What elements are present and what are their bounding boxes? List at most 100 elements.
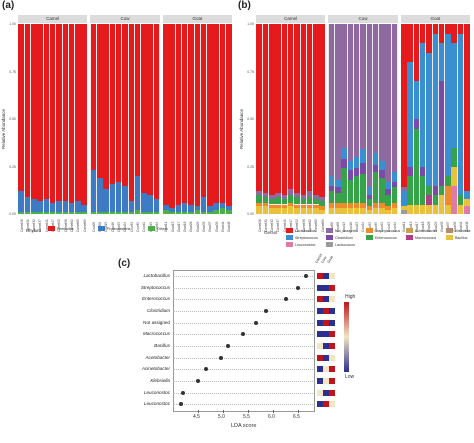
panel_a-bar-segment-proteobacteria: [75, 200, 81, 213]
lda-feature-label: Lactobacillus: [143, 272, 170, 278]
panel_a-bar-segment-others: [194, 210, 201, 214]
panel_b-bar-segment-clostridium: [413, 119, 420, 129]
panel_a-bar-segment-others: [31, 212, 37, 214]
panel_b-bar-segment-clostridium: [366, 195, 373, 199]
lda-point: [263, 308, 268, 313]
lda-gridline: [173, 299, 313, 301]
panel_b-bar-segment-clostridium: [341, 158, 347, 169]
panel_a-bar-segment-firmicutes: [181, 24, 188, 203]
lda-gridline: [173, 322, 313, 324]
heatmap-cell: [317, 354, 323, 361]
panel_b-bar-segment-bacillus: [372, 208, 379, 214]
panel_b-bar-segment-staphylococcus: [281, 204, 288, 209]
panel_b-bar-segment-enterococcus: [300, 198, 307, 205]
panel_a-bar-segment-proteobacteria: [18, 191, 24, 213]
panel_b-bar-segment-staphylococcus: [385, 206, 391, 211]
panel_b-bar-segment-bacillus: [281, 208, 288, 214]
panel_a-ytick: 0.25: [9, 164, 16, 169]
panel_a-bar-segment-others: [163, 210, 169, 214]
panel_b-bar-segment-bacillus: [360, 208, 366, 214]
panel_b-bar-segment-lactobacillus: [275, 24, 281, 194]
panel_b-bar-segment-bacillus: [451, 166, 457, 186]
panel_b-bar-segment-staphylococcus: [391, 202, 398, 209]
panel_b-bar-segment-lactobacillus: [401, 24, 407, 188]
panel-label-b: (b): [238, 0, 251, 11]
panel_a-bar-segment-firmicutes: [213, 24, 219, 203]
heatmap-cell: [329, 307, 335, 314]
panel_b-bar-segment-not-assigned: [313, 195, 319, 199]
heatmap-cell: [323, 272, 329, 279]
panel_a-bar-segment-proteobacteria: [56, 200, 62, 213]
panel_b-bar-segment-streptococcus: [445, 33, 451, 176]
panel_a-bar-segment-proteobacteria: [188, 204, 194, 213]
panel_b-sample-label: Goat33: [440, 221, 445, 232]
panel_a-facet-strip-cow: Cow: [90, 15, 160, 23]
panel_a-bar-segment-proteobacteria: [134, 176, 141, 211]
panel_a-bar-segment-firmicutes: [103, 24, 109, 190]
panel_b-bar-segment-staphylococcus: [372, 202, 379, 209]
panel_b-bar-segment-enterococcus: [347, 179, 354, 203]
panel_b-bar-segment-not-assigned: [262, 193, 269, 197]
panel_a-bar-segment-firmicutes: [109, 24, 116, 184]
panel_b-bar-segment-enterococcus: [262, 196, 269, 203]
heatmap-cell: [323, 342, 329, 349]
panel_a-bar-segment-firmicutes: [175, 24, 182, 205]
panel_b-bar-segment-streptococcus: [347, 160, 354, 171]
panel_b-bar-segment-bacillus: [385, 210, 391, 214]
panel_a-bar-segment-firmicutes: [62, 24, 69, 201]
panel_b-bar-segment-bacillus: [407, 204, 413, 214]
panel_a-bar-segment-proteobacteria: [103, 189, 109, 213]
panel_b-bar-segment-clostridium: [328, 185, 335, 192]
panel_a-legend-item: Proteobacteria: [98, 226, 130, 231]
panel_b-bar-segment-streptococcus: [407, 62, 413, 167]
panel_a-bar-segment-firmicutes: [68, 24, 75, 203]
panel_b-bar-segment-not-assigned: [319, 196, 325, 201]
panel_a-bar-segment-proteobacteria: [169, 208, 175, 213]
panel_b-bar-segment-staphylococcus: [353, 202, 360, 209]
panel_b-bar-segment-streptococcus: [360, 149, 366, 163]
panel_a-bar-segment-firmicutes: [147, 24, 153, 195]
panel_a-bar-segment-firmicutes: [97, 24, 103, 178]
panel_b-bar-segment-bacillus: [328, 208, 335, 214]
panel_b-bar-segment-lactobacillus: [306, 24, 313, 192]
panel_b-bar-segment-enterococcus: [281, 198, 288, 205]
panel_b-bar-segment-lactobacillus: [419, 24, 426, 43]
panel_a-sample-label: Cow39: [136, 222, 140, 232]
lda-feature-label: Enterococcus: [142, 296, 170, 302]
heatmap-cell: [323, 319, 329, 326]
panel_a-bar-segment-others: [43, 212, 50, 214]
panel_b-bar-segment-lactobacillus: [281, 24, 288, 195]
panel_a-bar-segment-firmicutes: [226, 24, 232, 207]
panel_a-bar-segment-proteobacteria: [207, 206, 213, 213]
panel_a-bar-segment-firmicutes: [18, 24, 24, 192]
lda-feature-label: Leuconostoc: [143, 389, 170, 395]
panel_b-bar-segment-enterococcus: [385, 195, 391, 207]
lda-xtick-mark: [223, 410, 224, 413]
panel_b-legend-item: Bacillus: [446, 235, 467, 240]
panel_b-bar-segment-enterococcus: [319, 200, 325, 207]
panel_a-ytick: 0.75: [9, 69, 16, 74]
panel_b-legend-swatch: [286, 228, 293, 233]
lda-xtick-mark: [298, 410, 299, 413]
panel_b-bar-segment-not-assigned: [300, 195, 307, 199]
heatmap-cell: [329, 284, 335, 291]
colorbar: [344, 302, 349, 372]
lda-point: [226, 343, 230, 348]
panel_b-legend-swatch: [406, 228, 413, 233]
panel_b-sample-label: Cow24: [361, 222, 366, 232]
lda-xtick-label: 5.0: [218, 414, 225, 420]
panel_a-bar-segment-others: [37, 212, 43, 214]
panel_b-bar-segment-not-assigned: [401, 187, 407, 192]
lda-feature-label: Streptococcus: [140, 284, 170, 290]
panel_b-bar-segment-streptococcus: [426, 52, 432, 186]
panel_b-bar-segment-staphylococcus: [287, 202, 294, 207]
heatmap-cell: [317, 272, 323, 279]
panel_a-bar-segment-firmicutes: [134, 24, 141, 176]
panel_b-bar-segment-enterococcus: [306, 196, 313, 205]
panel_b-bar-segment-lactobacillus: [300, 24, 307, 195]
panel_a-bar-segment-proteobacteria: [181, 202, 188, 213]
panel_b-bar-segment-not-assigned: [341, 24, 347, 148]
panel_b-legend-item: Lactobacillus: [286, 228, 316, 233]
lda-point: [178, 402, 183, 407]
panel_b-bar-segment-streptococcus: [385, 181, 391, 190]
